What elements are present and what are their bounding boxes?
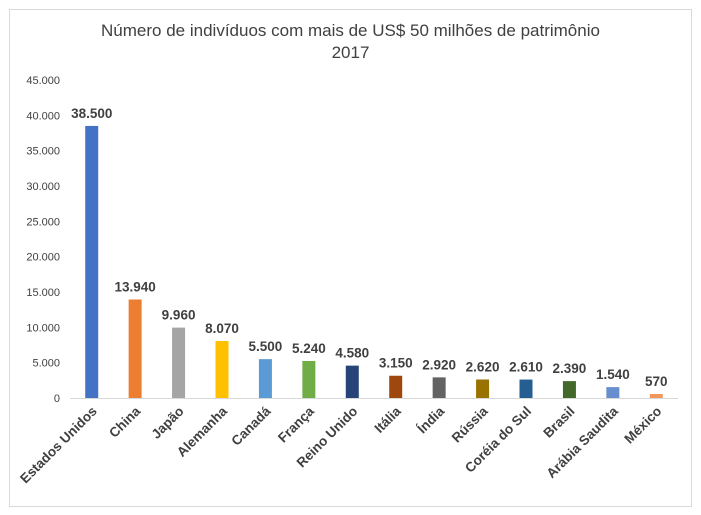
bars xyxy=(85,125,663,398)
bar xyxy=(258,359,272,398)
data-label: 2.920 xyxy=(422,357,456,372)
y-tick-label: 15.000 xyxy=(26,287,60,299)
y-tick-label: 45.000 xyxy=(26,75,60,87)
x-tick-label: Japão xyxy=(148,404,186,442)
bar xyxy=(432,377,446,398)
bar xyxy=(215,340,229,398)
bar xyxy=(345,365,359,398)
y-tick-label: 0 xyxy=(54,393,60,405)
bar xyxy=(649,393,663,398)
chart-title-block: Número de indivíduos com mais de US$ 50 … xyxy=(0,20,701,64)
data-label: 570 xyxy=(645,374,668,389)
y-tick-label: 10.000 xyxy=(26,322,60,334)
y-tick-label: 25.000 xyxy=(26,216,60,228)
data-label: 8.070 xyxy=(205,321,239,336)
x-tick-label: China xyxy=(106,403,143,440)
bar xyxy=(606,387,620,398)
data-labels: 38.500 13.940 9.960 8.070 5.500 5.240 4.580 3.1… xyxy=(71,106,667,389)
chart-subtitle: 2017 xyxy=(331,43,370,62)
data-label: 1.540 xyxy=(596,367,630,382)
bar xyxy=(562,381,576,398)
y-axis: 0 5.000 10.000 15.000 20.000 25.000 30.000 35.0… xyxy=(26,75,60,405)
x-tick-label: Itália xyxy=(371,403,404,436)
x-tick-label: França xyxy=(275,403,317,445)
bar xyxy=(85,125,99,398)
y-tick-label: 40.000 xyxy=(26,110,60,122)
data-label: 2.390 xyxy=(553,361,587,376)
bar xyxy=(128,299,142,398)
bar xyxy=(389,375,403,398)
data-label: 3.150 xyxy=(379,356,413,371)
x-tick-label: Índia xyxy=(414,403,447,436)
chart-title: Número de indivíduos com mais de US$ 50 … xyxy=(101,21,600,40)
x-tick-label: Brasil xyxy=(540,404,577,441)
bar xyxy=(172,327,186,398)
data-label: 4.580 xyxy=(335,346,369,361)
x-tick-label: Canadá xyxy=(228,403,273,448)
data-label: 2.620 xyxy=(466,359,500,374)
data-label: 13.940 xyxy=(114,279,155,294)
chart-frame xyxy=(9,9,692,507)
data-label: 2.610 xyxy=(509,360,543,375)
bar xyxy=(519,379,533,398)
data-label: 38.500 xyxy=(71,106,112,121)
bar xyxy=(302,360,316,398)
y-tick-label: 30.000 xyxy=(26,181,60,193)
data-label: 5.500 xyxy=(249,339,283,354)
x-tick-label: México xyxy=(621,404,664,447)
data-label: 9.960 xyxy=(162,308,196,323)
y-tick-label: 5.000 xyxy=(32,358,60,370)
y-tick-label: 35.000 xyxy=(26,146,60,158)
data-label: 5.240 xyxy=(292,341,326,356)
x-tick-label: Estados Unidos xyxy=(17,404,100,487)
bar xyxy=(476,379,490,398)
x-tick-label: Rússia xyxy=(449,403,491,445)
y-tick-label: 20.000 xyxy=(26,252,60,264)
